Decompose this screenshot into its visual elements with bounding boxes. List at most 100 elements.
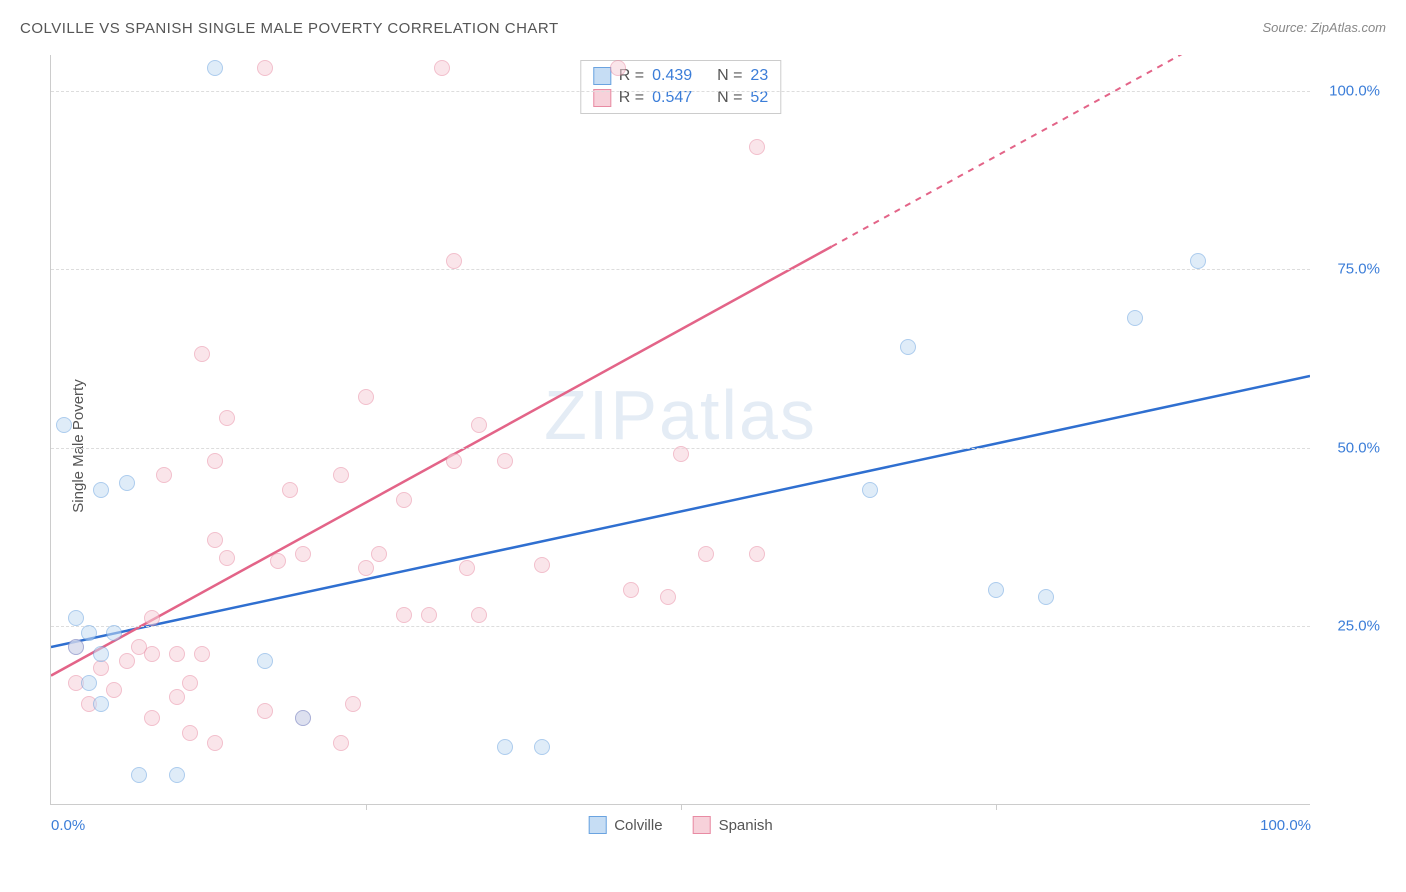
data-point (169, 689, 185, 705)
trendlines-svg (51, 55, 1310, 804)
data-point (68, 639, 84, 655)
data-point (396, 492, 412, 508)
legend-label: Spanish (719, 817, 773, 834)
data-point (295, 710, 311, 726)
x-tick-mark (681, 804, 682, 810)
data-point (446, 453, 462, 469)
data-point (93, 646, 109, 662)
stat-label-n: N = (717, 67, 742, 85)
data-point (119, 653, 135, 669)
stat-value-n: 23 (750, 67, 768, 85)
data-point (471, 417, 487, 433)
y-tick-label: 100.0% (1329, 82, 1380, 99)
data-point (673, 446, 689, 462)
x-tick-label: 100.0% (1260, 817, 1311, 834)
data-point (144, 646, 160, 662)
y-tick-label: 25.0% (1337, 618, 1380, 635)
data-point (81, 625, 97, 641)
data-point (497, 739, 513, 755)
legend-swatch (693, 816, 711, 834)
data-point (156, 467, 172, 483)
data-point (93, 482, 109, 498)
data-point (333, 467, 349, 483)
data-point (194, 646, 210, 662)
data-point (270, 553, 286, 569)
data-point (1038, 589, 1054, 605)
data-point (459, 560, 475, 576)
data-point (106, 625, 122, 641)
data-point (471, 607, 487, 623)
data-point (207, 60, 223, 76)
x-tick-mark (366, 804, 367, 810)
data-point (257, 60, 273, 76)
trendline (51, 376, 1310, 647)
data-point (345, 696, 361, 712)
data-point (257, 653, 273, 669)
data-point (182, 675, 198, 691)
data-point (169, 767, 185, 783)
x-tick-mark (996, 804, 997, 810)
data-point (396, 607, 412, 623)
data-point (169, 646, 185, 662)
plot-area: ZIPatlas R =0.439 N =23R =0.547 N =52 Co… (50, 55, 1310, 805)
data-point (106, 682, 122, 698)
data-point (988, 582, 1004, 598)
watermark-bold: ZIP (544, 376, 659, 454)
data-point (371, 546, 387, 562)
data-point (434, 60, 450, 76)
y-tick-label: 50.0% (1337, 439, 1380, 456)
legend-swatch (593, 67, 611, 85)
x-tick-label: 0.0% (51, 817, 85, 834)
data-point (623, 582, 639, 598)
data-point (119, 475, 135, 491)
gridline-horizontal (51, 269, 1310, 270)
data-point (144, 610, 160, 626)
data-point (207, 735, 223, 751)
data-point (333, 735, 349, 751)
watermark: ZIPatlas (544, 375, 817, 455)
data-point (257, 703, 273, 719)
data-point (862, 482, 878, 498)
y-tick-label: 75.0% (1337, 261, 1380, 278)
source-attribution: Source: ZipAtlas.com (1262, 20, 1386, 35)
stat-value-r: 0.439 (652, 67, 692, 85)
data-point (219, 550, 235, 566)
trendline (832, 55, 1310, 247)
data-point (1190, 253, 1206, 269)
data-point (534, 557, 550, 573)
legend-label: Colville (614, 817, 662, 834)
data-point (421, 607, 437, 623)
data-point (93, 660, 109, 676)
data-point (93, 696, 109, 712)
trendline (51, 247, 832, 676)
data-point (446, 253, 462, 269)
data-point (660, 589, 676, 605)
data-point (295, 546, 311, 562)
data-point (1127, 310, 1143, 326)
data-point (497, 453, 513, 469)
data-point (207, 532, 223, 548)
data-point (698, 546, 714, 562)
legend-item: Colville (588, 816, 662, 834)
data-point (81, 675, 97, 691)
data-point (610, 60, 626, 76)
data-point (749, 139, 765, 155)
legend-bottom: Colville Spanish (588, 816, 773, 834)
gridline-horizontal (51, 91, 1310, 92)
watermark-light: atlas (659, 376, 817, 454)
data-point (749, 546, 765, 562)
data-point (534, 739, 550, 755)
data-point (68, 610, 84, 626)
data-point (282, 482, 298, 498)
data-point (358, 560, 374, 576)
data-point (56, 417, 72, 433)
data-point (131, 767, 147, 783)
legend-swatch (588, 816, 606, 834)
data-point (182, 725, 198, 741)
data-point (144, 710, 160, 726)
data-point (358, 389, 374, 405)
data-point (219, 410, 235, 426)
data-point (207, 453, 223, 469)
data-point (900, 339, 916, 355)
data-point (194, 346, 210, 362)
